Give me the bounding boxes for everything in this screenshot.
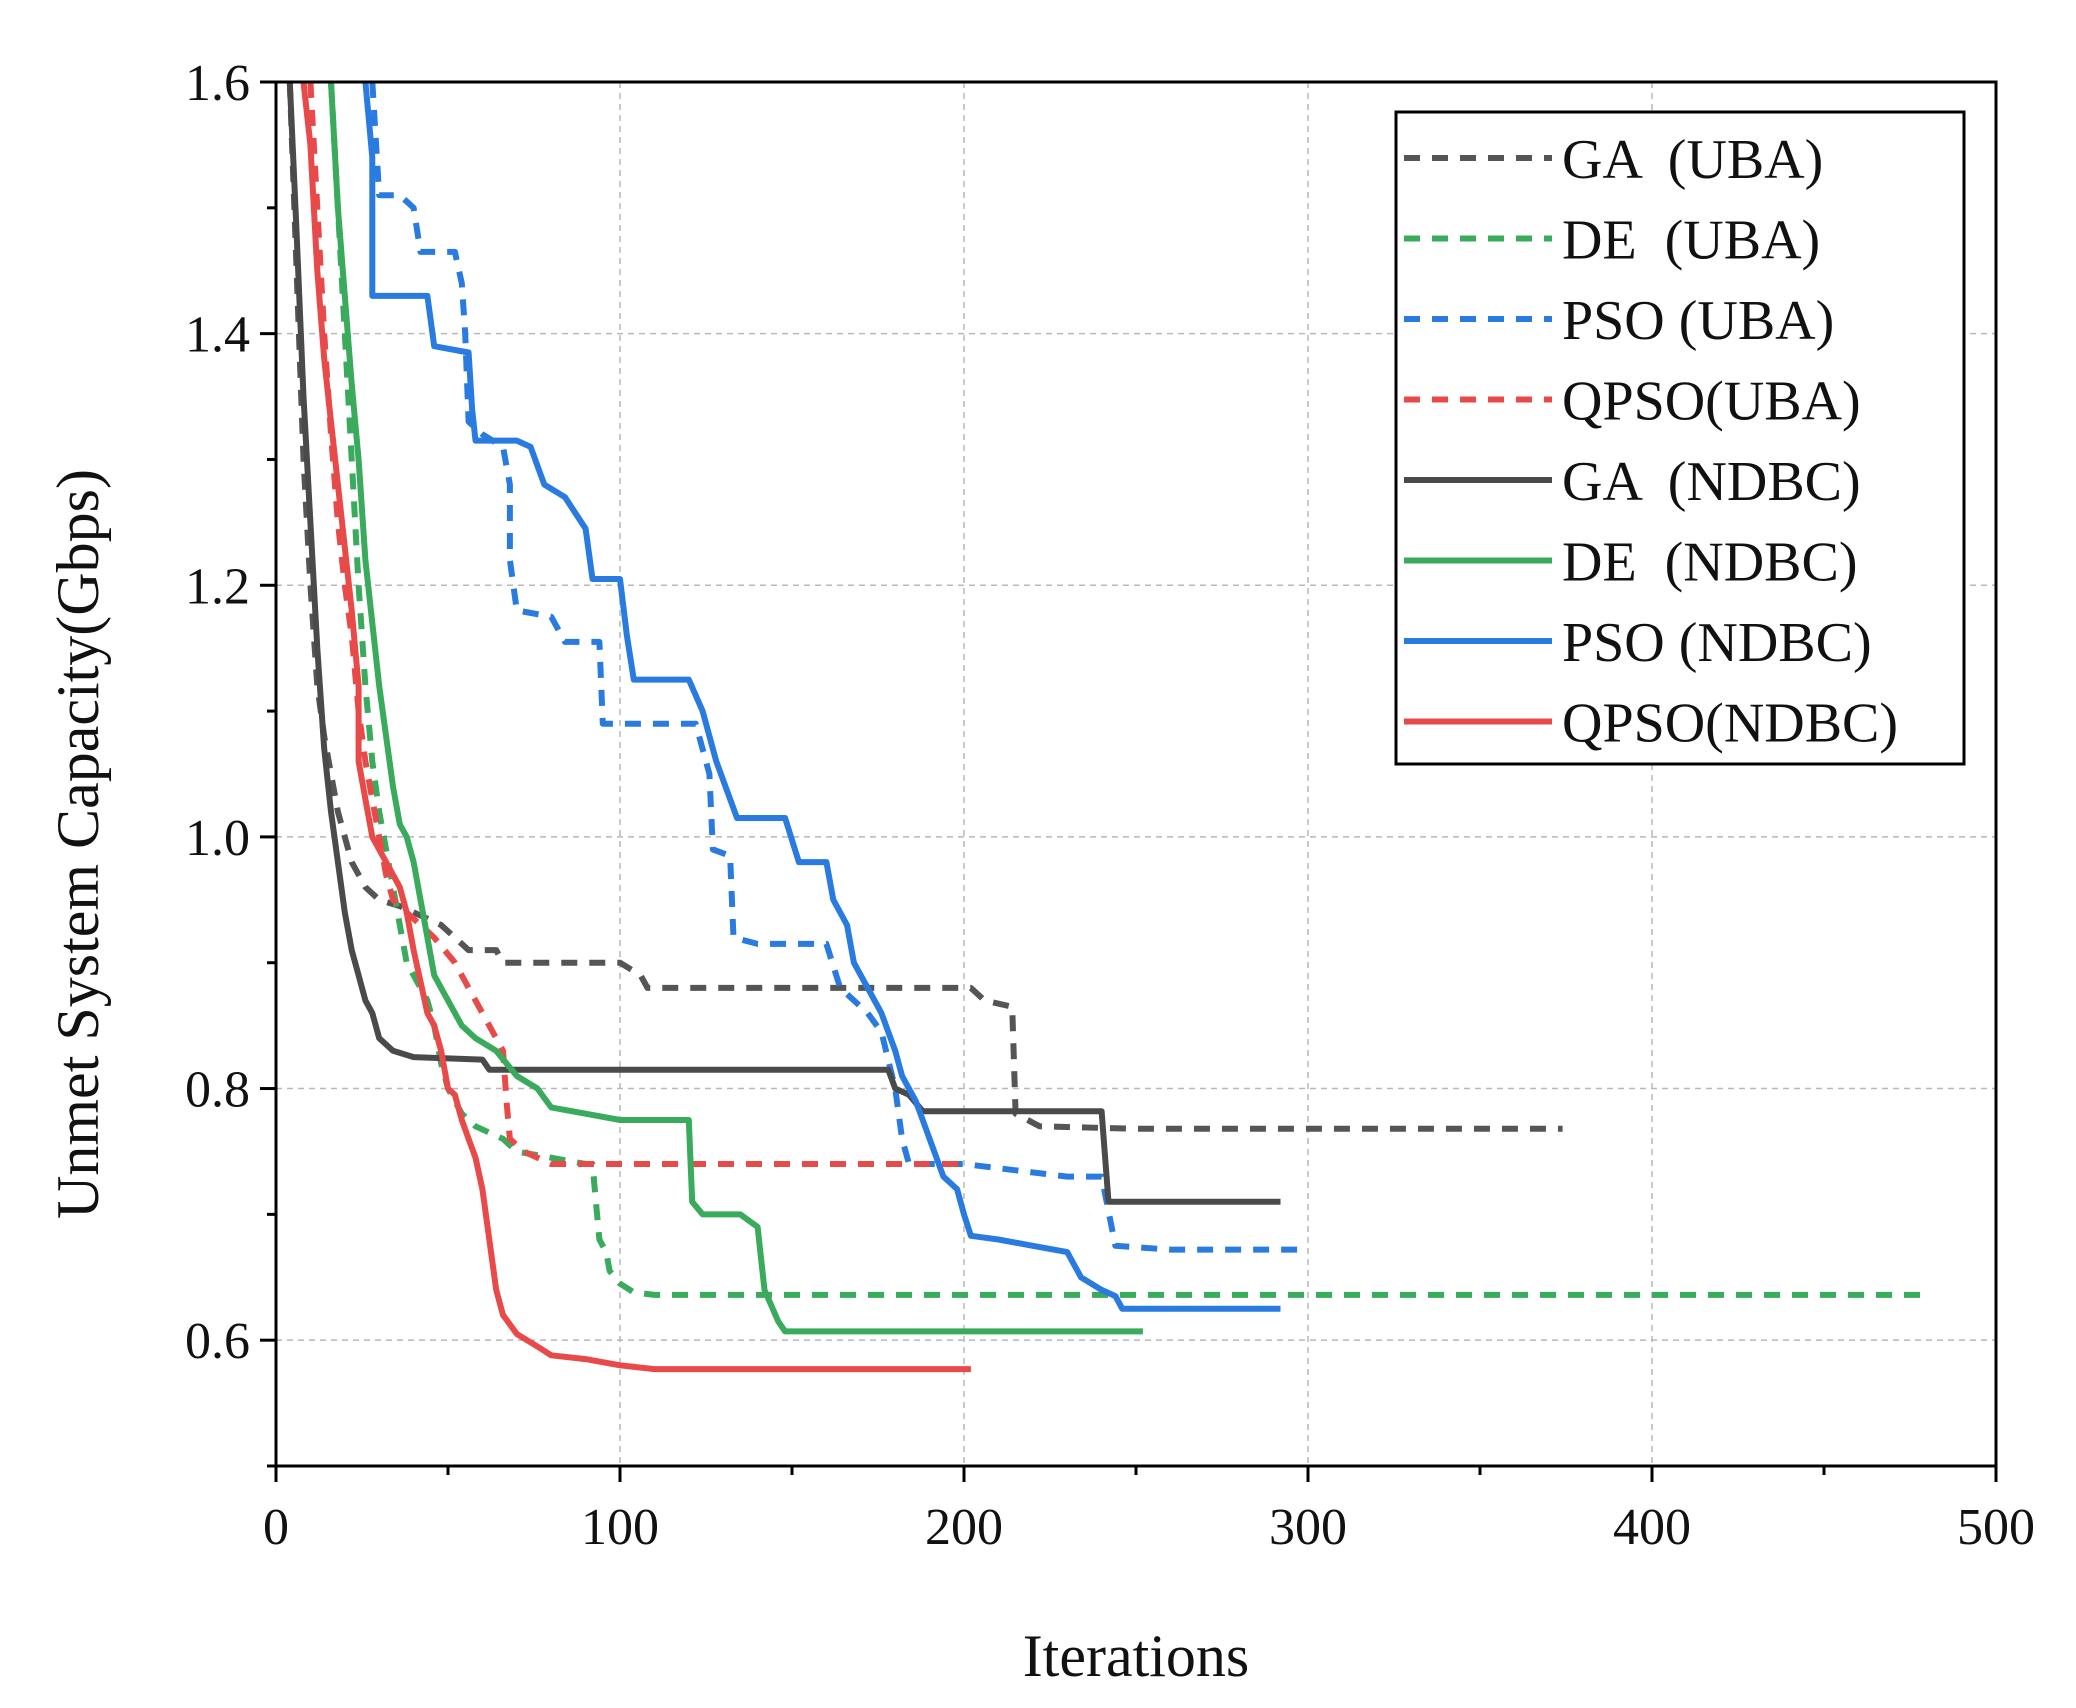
y-tick-label: 0.8 <box>185 1062 250 1119</box>
data-series <box>286 82 1921 1373</box>
legend-label-5: DE (NDBC) <box>1562 532 1858 594</box>
y-tick-label: 1.0 <box>185 810 250 867</box>
legend-label-6: PSO (NDBC) <box>1562 612 1872 674</box>
series-line-4 <box>286 82 1281 1205</box>
x-tick-label: 500 <box>1957 1499 2035 1556</box>
x-tick-label: 0 <box>263 1499 289 1556</box>
series-line-7 <box>300 82 971 1373</box>
series-line-6 <box>362 82 1281 1312</box>
x-tick-label: 200 <box>925 1499 1003 1556</box>
axis-ticks: 0 100 200 300 400 500 0.6 0.8 1.0 1.2 1.4 1.6 <box>185 55 2035 1556</box>
y-tick-label: 0.6 <box>185 1313 250 1370</box>
y-tick-label: 1.2 <box>185 558 250 615</box>
grid-lines <box>276 82 1996 1466</box>
legend-label-2: PSO (UBA) <box>1562 290 1834 352</box>
y-tick-label: 1.4 <box>185 307 250 364</box>
legend-label-0: GA (UBA) <box>1562 129 1823 191</box>
x-tick-label: 400 <box>1613 1499 1691 1556</box>
legend-box <box>1394 110 1966 766</box>
y-tick-label: 1.6 <box>185 55 250 112</box>
series-line-0 <box>286 82 1563 1132</box>
x-tick-label: 300 <box>1269 1499 1347 1556</box>
legend-label-7: QPSO(NDBC) <box>1562 693 1898 755</box>
x-axis-title: Iterations <box>1023 1623 1250 1689</box>
x-tick-label: 100 <box>581 1499 659 1556</box>
legend-label-1: DE (UBA) <box>1562 210 1820 272</box>
series-line-2 <box>369 82 1308 1253</box>
legend-label-4: GA (NDBC) <box>1562 451 1861 513</box>
legend: GA (UBA) DE (UBA) PSO (UBA) QPSO(UBA) GA (ND… <box>1394 110 1966 766</box>
legend-label-3: QPSO(UBA) <box>1562 371 1861 433</box>
series-line-1 <box>328 82 1921 1298</box>
y-axis-title: Unmet System Capacity(Gbps) <box>45 469 111 1219</box>
series-line-5 <box>328 82 1143 1335</box>
